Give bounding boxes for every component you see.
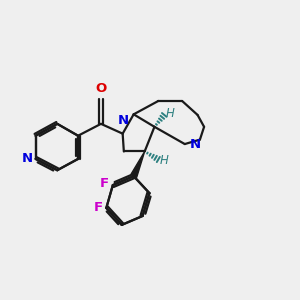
- Text: N: N: [118, 114, 129, 127]
- Text: H: H: [160, 154, 169, 166]
- Text: F: F: [94, 201, 103, 214]
- Text: O: O: [95, 82, 106, 95]
- Text: F: F: [100, 177, 109, 190]
- Text: H: H: [166, 107, 175, 120]
- Text: N: N: [22, 152, 33, 165]
- Polygon shape: [131, 152, 145, 178]
- Text: N: N: [190, 138, 201, 151]
